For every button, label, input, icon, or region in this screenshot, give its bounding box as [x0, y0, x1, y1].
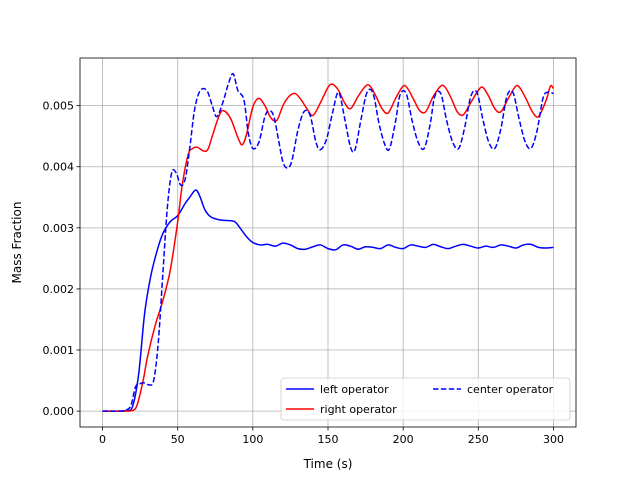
plot-lines: [102, 72, 555, 412]
x-tick-label: 50: [171, 433, 185, 446]
y-tick-label: 0.003: [43, 222, 75, 235]
y-tick-label: 0.005: [43, 100, 75, 113]
x-tick-label: 300: [543, 433, 564, 446]
y-tick-label: 0.001: [43, 344, 75, 357]
series-line-right-operator: [102, 83, 555, 412]
legend-label-right-operator: right operator: [320, 403, 397, 416]
y-tick-label: 0.004: [43, 161, 75, 174]
x-tick-label: 150: [318, 433, 339, 446]
legend-label-center-operator: center operator: [467, 383, 554, 396]
series-line-left-operator: [102, 189, 554, 412]
y-tick-label: 0.000: [43, 405, 75, 418]
y-axis-label: Mass Fraction: [10, 202, 24, 284]
legend-label-left-operator: left operator: [320, 383, 389, 396]
x-axis-label: Time (s): [303, 457, 353, 471]
x-tick-label: 0: [99, 433, 106, 446]
y-axis-ticks: 0.000 0.001 0.002 0.003 0.004 0.005: [43, 100, 80, 418]
legend: left operator right operator center oper…: [280, 377, 571, 421]
y-tick-label: 0.002: [43, 283, 75, 296]
x-tick-label: 250: [468, 433, 489, 446]
x-axis-ticks: 0 50 100 150 200 250 300: [99, 427, 564, 446]
series-line-center-operator: [102, 72, 554, 412]
legend-box: [280, 377, 571, 421]
x-tick-label: 100: [242, 433, 263, 446]
x-tick-label: 200: [393, 433, 414, 446]
